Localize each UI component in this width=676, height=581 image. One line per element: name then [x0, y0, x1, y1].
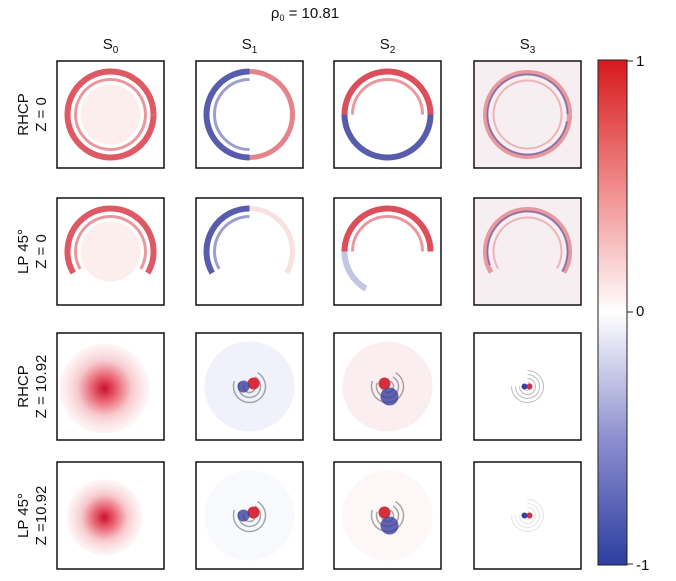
colorbar-label: -1	[636, 557, 649, 574]
column-header-sub: 3	[530, 45, 536, 56]
row-label: Z = 0	[33, 234, 50, 269]
panel-background	[196, 61, 303, 168]
lobe	[238, 381, 250, 393]
panel-background	[334, 61, 441, 168]
image-panel	[334, 333, 441, 440]
title: ρ0 = 10.81	[271, 5, 339, 23]
column-header-base: S	[103, 36, 113, 53]
column-header-sub: 0	[113, 45, 119, 56]
lobe	[238, 510, 250, 522]
image-panel	[196, 61, 303, 168]
column-header-sub: 1	[252, 45, 258, 56]
image-panel	[57, 462, 164, 569]
spot	[67, 480, 143, 556]
title-symbol: ρ	[271, 5, 280, 22]
figure: ρ0 = 10.81 1 0 -1 S0S1S2S3RHCPZ = 0LP 45…	[0, 0, 676, 576]
image-panel	[196, 462, 303, 569]
image-panel	[57, 198, 164, 305]
column-header-base: S	[242, 36, 252, 53]
column-header-base: S	[520, 36, 530, 53]
column-header: S3	[520, 36, 536, 56]
noise-bg	[475, 62, 580, 167]
column-header: S2	[380, 36, 396, 56]
panel-haze	[81, 222, 141, 282]
row-label: Z = 10.92	[33, 355, 50, 419]
row-label: RHCP	[15, 93, 32, 136]
column-header-base: S	[380, 36, 390, 53]
image-panel	[474, 198, 581, 305]
row-label: Z = 0	[33, 97, 50, 132]
colorbar	[598, 60, 627, 565]
lobe	[381, 517, 399, 535]
colorbar-label: 0	[636, 303, 644, 320]
row-label: RHCP	[15, 365, 32, 408]
row-label: Z =10.92	[33, 486, 50, 546]
lobe	[522, 384, 528, 390]
noise-bg	[475, 199, 580, 304]
image-panel	[196, 333, 303, 440]
row-label: LP 45°	[15, 493, 32, 538]
colorbar-label: 1	[636, 53, 644, 70]
image-panel	[334, 198, 441, 305]
image-panel	[474, 333, 581, 440]
lobe	[522, 513, 528, 519]
image-panel	[474, 462, 581, 569]
column-header: S0	[103, 36, 119, 56]
panel-haze	[81, 85, 141, 145]
image-panel	[57, 333, 164, 440]
panel-background	[196, 198, 303, 305]
column-header: S1	[242, 36, 258, 56]
title-value: = 10.81	[284, 5, 339, 22]
panel-background	[334, 198, 441, 305]
image-panel	[334, 61, 441, 168]
column-header-sub: 2	[390, 45, 396, 56]
image-panel	[474, 61, 581, 168]
image-panel	[334, 462, 441, 569]
spot	[60, 344, 150, 434]
image-panel	[57, 61, 164, 168]
image-panel	[196, 198, 303, 305]
panel-grid	[57, 61, 581, 569]
lobe	[381, 388, 399, 406]
row-label: LP 45°	[15, 229, 32, 274]
